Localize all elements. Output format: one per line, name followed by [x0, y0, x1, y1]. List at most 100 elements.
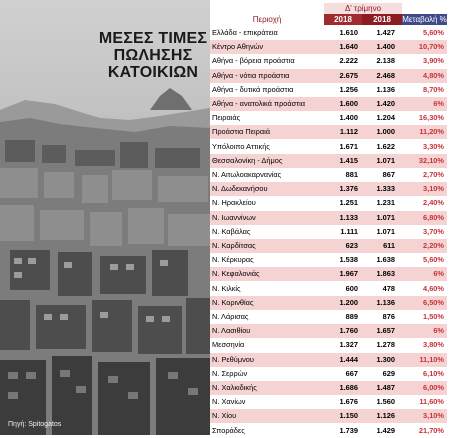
table-row: Ελλάδα - επικράτεια 1.610 1.427 5,60%: [210, 26, 447, 40]
table-row: Ν. Κορινθίας 1.200 1.136 6,50%: [210, 295, 447, 310]
region-cell: Ν. Ιωαννίνων: [212, 212, 256, 222]
headline-line: ΜΕΣΕΣ ΤΙΜΕΣ: [98, 30, 208, 47]
value-cell-2018-b: 1.487: [376, 383, 396, 392]
value-cell-2018-a: 1.610: [339, 28, 359, 37]
table-row: Ν. Ηρακλείου 1.251 1.231 2,40%: [210, 196, 447, 211]
table-row: Υπόλοιπο Αττικής 1.671 1.622 3,30%: [210, 139, 447, 154]
change-cell: 6%: [433, 326, 444, 336]
value-cell-2018-a: 1.327: [339, 340, 359, 350]
region-cell: Θεσσαλονίκη - Δήμος: [212, 155, 283, 165]
value-cell-2018-b: 1.429: [376, 425, 396, 435]
value-cell-2018-a: 1.538: [339, 255, 359, 265]
year-header-1: 2018: [324, 14, 362, 25]
value-cell-2018-a: 1.415: [339, 155, 359, 165]
value-cell-2018-a: 1.200: [339, 297, 359, 307]
change-cell: 3,70%: [423, 226, 444, 236]
value-cell-2018-a: 1.739: [339, 425, 359, 435]
change-cell: 4,60%: [423, 283, 444, 293]
table-row: Ν. Χαλκιδικής 1.686 1.487 6,00%: [210, 381, 447, 395]
region-cell: Ν. Κιλκίς: [212, 283, 241, 293]
region-cell: Πειραιάς: [212, 113, 241, 123]
change-cell: 1,50%: [423, 312, 444, 321]
table-row: Ν. Σερρών 667 629 6,10%: [210, 366, 447, 381]
region-cell: Ν. Σερρών: [212, 368, 248, 378]
region-cell: Ν. Κορινθίας: [212, 297, 254, 307]
region-cell: Ν. Ηρακλείου: [212, 198, 256, 208]
table-row: Ν. Κιλκίς 600 478 4,60%: [210, 281, 447, 296]
change-cell: 5,60%: [423, 255, 444, 265]
value-cell-2018-b: 876: [382, 312, 395, 321]
region-cell: Σποράδες: [212, 425, 245, 435]
region-cell: Ν. Χίου: [212, 411, 237, 421]
region-cell: Μεσσηνία: [212, 340, 245, 350]
region-cell: Αθήνα - δυτικά προάστια: [212, 84, 294, 94]
value-cell-2018-a: 1.150: [339, 411, 359, 421]
region-cell: Αθήνα - ανατολικά προάστια: [212, 99, 306, 108]
value-cell-2018-b: 1.231: [376, 198, 396, 208]
change-cell: 6%: [433, 269, 444, 279]
value-cell-2018-b: 1.420: [376, 99, 396, 108]
value-cell-2018-a: 1.600: [339, 99, 359, 108]
value-cell-2018-b: 867: [382, 170, 395, 179]
table-row: Σποράδες 1.739 1.429 21,70%: [210, 423, 447, 438]
value-cell-2018-a: 1.376: [339, 184, 359, 194]
value-cell-2018-a: 600: [345, 283, 358, 293]
value-cell-2018-a: 1.112: [339, 127, 358, 137]
value-cell-2018-a: 889: [345, 312, 358, 321]
table-row: Ν. Χανίων 1.676 1.560 11,60%: [210, 395, 447, 410]
value-cell-2018-a: 1.676: [339, 397, 359, 407]
value-cell-2018-a: 2.222: [339, 56, 359, 66]
value-cell-2018-a: 1.256: [339, 84, 359, 94]
region-cell: Ν. Ρεθύμνου: [212, 354, 254, 364]
region-cell: Υπόλοιπο Αττικής: [212, 141, 270, 151]
table-row: Προάστια Πειραιά 1.112 1.000 11,20%: [210, 125, 447, 140]
region-cell: Αθήνα - βόρεια προάστια: [212, 56, 295, 66]
change-cell: 2,40%: [423, 198, 444, 208]
change-cell: 32,10%: [418, 155, 444, 165]
region-cell: Προάστια Πειραιά: [212, 127, 271, 137]
value-cell-2018-b: 1.657: [376, 326, 396, 336]
value-cell-2018-b: 1.071: [376, 212, 396, 222]
region-cell: Αθήνα - νότια προάστια: [212, 70, 290, 80]
value-cell-2018-a: 1.133: [339, 212, 359, 222]
table-row: Θεσσαλονίκη - Δήμος 1.415 1.071 32,10%: [210, 153, 447, 168]
table-row: Ν. Ιωαννίνων 1.133 1.071 6,80%: [210, 210, 447, 225]
quarter-header: Δ' τρίμηνο: [324, 3, 402, 14]
region-cell: Κέντρο Αθηνών: [212, 42, 264, 52]
region-cell: Ν. Αιτωλοακαρνανίας: [212, 170, 282, 179]
value-cell-2018-b: 1.638: [376, 255, 396, 265]
value-cell-2018-a: 1.640: [339, 42, 359, 52]
headline-line: ΚΑΤΟΙΚΙΩΝ: [107, 64, 199, 81]
source-credit: Πηγή: Spitogatos: [8, 421, 62, 428]
value-cell-2018-a: 1.671: [339, 141, 359, 151]
change-cell: 6%: [433, 99, 444, 108]
value-cell-2018-b: 1.204: [376, 113, 396, 123]
value-cell-2018-a: 2.675: [339, 70, 359, 80]
change-cell: 3,10%: [423, 184, 444, 194]
change-cell: 16,30%: [418, 113, 444, 123]
city-skyline-graphic: [0, 0, 210, 435]
change-cell: 6,80%: [423, 212, 444, 222]
value-cell-2018-b: 1.136: [376, 297, 396, 307]
table-row: Μεσσηνία 1.327 1.278 3,80%: [210, 338, 447, 353]
change-cell: 2,20%: [423, 241, 444, 250]
value-cell-2018-a: 667: [345, 368, 358, 378]
headline: ΜΕΣΕΣ ΤΙΜΕΣ ΠΩΛΗΣΗΣ ΚΑΤΟΙΚΙΩΝ: [82, 30, 224, 81]
value-cell-2018-b: 1.560: [376, 397, 396, 407]
change-cell: 6,00%: [423, 383, 444, 392]
change-cell: 11,60%: [419, 397, 444, 407]
table-row: Αθήνα - δυτικά προάστια 1.256 1.136 8,70%: [210, 82, 447, 97]
change-cell: 2,70%: [423, 170, 444, 179]
year-header-2: 2018: [362, 14, 402, 25]
region-cell: Ν. Χανίων: [212, 397, 246, 407]
headline-line: ΠΩΛΗΣΗΣ: [113, 47, 193, 64]
table-row: Ν. Λασιθίου 1.760 1.657 6%: [210, 324, 447, 339]
value-cell-2018-b: 1.300: [376, 354, 396, 364]
change-cell: 11,10%: [419, 354, 444, 364]
value-cell-2018-a: 1.444: [339, 354, 359, 364]
region-cell: Ν. Καρδίτσας: [212, 241, 256, 250]
quarter-header-spacer: [210, 3, 324, 14]
table-row: Ν. Καρδίτσας 623 611 2,20%: [210, 239, 447, 253]
region-cell: Ν. Λάρισας: [212, 312, 249, 321]
value-cell-2018-b: 2.138: [376, 56, 396, 66]
